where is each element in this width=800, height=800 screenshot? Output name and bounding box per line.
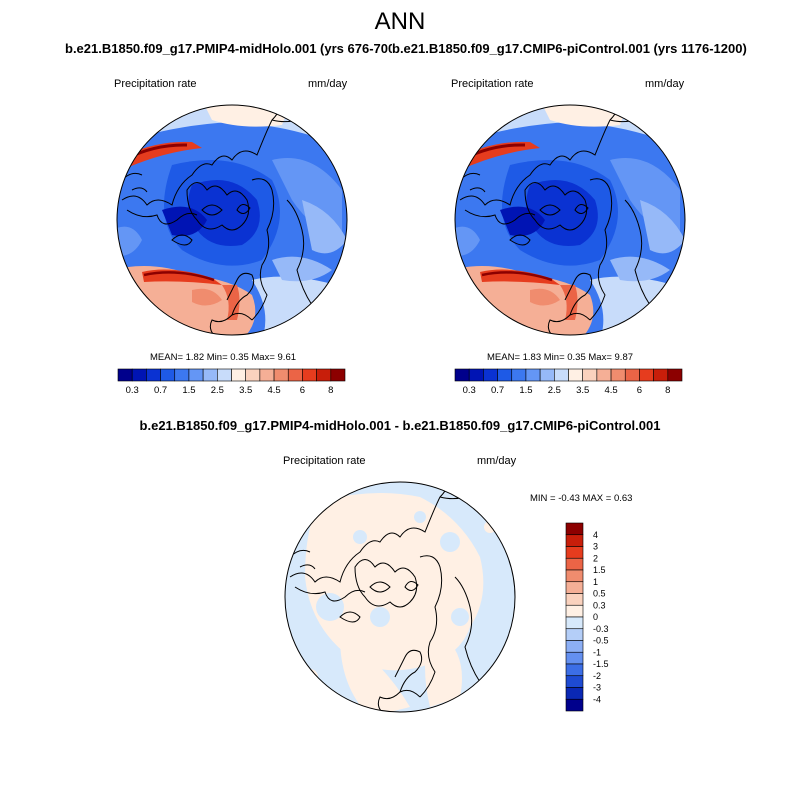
panel-2-left-label: Precipitation rate xyxy=(451,78,534,90)
colorbar-box xyxy=(639,368,654,382)
colorbar-label: 2 xyxy=(593,553,598,563)
colorbar-box xyxy=(565,675,584,688)
colorbar-box xyxy=(245,368,261,382)
colorbar-label: 6 xyxy=(300,385,305,396)
colorbar-panel-2: 0.3 0.7 1.5 2.5 3.5 4.5 6 8 xyxy=(454,368,683,396)
panel-1-stats: MEAN= 1.82 Min= 0.35 Max= 9.61 xyxy=(150,352,297,363)
colorbar-label: -4 xyxy=(593,694,601,704)
colorbar-box xyxy=(468,368,484,382)
colorbar-label: 6 xyxy=(637,385,642,396)
colorbar-box xyxy=(117,368,133,382)
colorbar-label: 3 xyxy=(593,542,598,552)
colorbar-box xyxy=(565,546,584,559)
colorbar-box xyxy=(565,628,584,641)
colorbar-label: 8 xyxy=(665,385,670,396)
colorbar-box xyxy=(454,368,470,382)
colorbar-label: -0.5 xyxy=(593,636,609,646)
colorbar-box xyxy=(525,368,541,382)
colorbar-label: 1.5 xyxy=(182,385,195,396)
colorbar-box xyxy=(287,368,303,382)
colorbar-panel-1: 0.3 0.7 1.5 2.5 3.5 4.5 6 8 xyxy=(117,368,346,396)
colorbar-box xyxy=(565,593,584,606)
colorbar-label: -3 xyxy=(593,683,601,693)
colorbar-box xyxy=(174,368,190,382)
panel-3-stats: MIN = -0.43 MAX = 0.63 xyxy=(530,493,633,504)
colorbar-box xyxy=(554,368,569,382)
colorbar-box xyxy=(131,368,147,382)
colorbar-box xyxy=(188,368,204,382)
colorbar-label: 0.3 xyxy=(463,385,476,396)
colorbar-label: 0 xyxy=(593,612,598,622)
colorbar-box xyxy=(316,368,332,382)
colorbar-label: 0.7 xyxy=(154,385,167,396)
colorbar-box xyxy=(610,368,626,382)
colorbar-box xyxy=(302,368,317,382)
panel-3-left-label: Precipitation rate xyxy=(283,455,366,467)
colorbar-label: -2 xyxy=(593,671,601,681)
main-title: ANN xyxy=(374,8,426,35)
colorbar-label: 2.5 xyxy=(211,385,224,396)
colorbar-box xyxy=(568,368,583,382)
colorbar-box xyxy=(667,368,683,382)
colorbar-box xyxy=(596,368,612,382)
panel-1-title: b.e21.B1850.f09_g17.PMIP4-midHolo.001 (y… xyxy=(65,41,400,56)
colorbar-box xyxy=(273,368,289,382)
colorbar-difference: 4 32 1.5 1 0.50.3 0 -0.3 -0.5-1 -1.5 -2 -3-4 xyxy=(565,522,609,712)
map-panel-3 xyxy=(284,481,516,713)
colorbar-box xyxy=(202,368,218,382)
colorbar-label: 0.7 xyxy=(491,385,504,396)
colorbar-label: 4 xyxy=(593,530,598,540)
panel-2-right-label: mm/day xyxy=(645,78,685,90)
colorbar-box xyxy=(217,368,232,382)
map-panel-1 xyxy=(116,104,348,336)
colorbar-label: -0.3 xyxy=(593,624,609,634)
colorbar-label: -1 xyxy=(593,647,601,657)
colorbar-label: 4.5 xyxy=(604,385,617,396)
colorbar-box xyxy=(653,368,669,382)
colorbar-label: 8 xyxy=(328,385,333,396)
colorbar-box xyxy=(565,522,584,536)
colorbar-label: -1.5 xyxy=(593,659,609,669)
colorbar-box xyxy=(330,368,346,382)
colorbar-box xyxy=(565,663,584,677)
colorbar-label: 0.3 xyxy=(593,600,606,610)
colorbar-box xyxy=(539,368,555,382)
colorbar-box xyxy=(582,368,598,382)
colorbar-box xyxy=(146,368,161,382)
panel-2-title: b.e21.B1850.f09_g17.CMIP6-piControl.001 … xyxy=(392,41,747,56)
colorbar-box xyxy=(483,368,498,382)
colorbar-box xyxy=(565,687,584,700)
colorbar-box xyxy=(160,368,176,382)
colorbar-box xyxy=(565,698,584,712)
panel-3-right-label: mm/day xyxy=(477,455,517,467)
colorbar-label: 2.5 xyxy=(548,385,561,396)
colorbar-box xyxy=(231,368,246,382)
colorbar-label: 3.5 xyxy=(239,385,252,396)
colorbar-box xyxy=(565,604,584,618)
colorbar-box xyxy=(565,651,584,665)
colorbar-box xyxy=(624,368,640,382)
colorbar-box xyxy=(565,581,584,594)
colorbar-label: 1.5 xyxy=(593,565,606,575)
colorbar-box xyxy=(565,616,584,630)
colorbar-label: 1 xyxy=(593,577,598,587)
colorbar-box xyxy=(565,569,584,583)
colorbar-label: 1.5 xyxy=(519,385,532,396)
colorbar-label: 0.5 xyxy=(593,589,606,599)
colorbar-box xyxy=(259,368,275,382)
colorbar-label: 0.3 xyxy=(126,385,139,396)
colorbar-box xyxy=(511,368,527,382)
panel-2-stats: MEAN= 1.83 Min= 0.35 Max= 9.87 xyxy=(487,352,634,363)
map-panel-2 xyxy=(454,104,686,336)
colorbar-box xyxy=(497,368,513,382)
panel-1-right-label: mm/day xyxy=(308,78,348,90)
colorbar-box xyxy=(565,640,584,653)
colorbar-label: 4.5 xyxy=(267,385,280,396)
colorbar-box xyxy=(565,534,584,547)
panel-1-left-label: Precipitation rate xyxy=(114,78,197,90)
panel-3-title: b.e21.B1850.f09_g17.PMIP4-midHolo.001 - … xyxy=(139,418,661,433)
colorbar-box xyxy=(565,557,584,571)
colorbar-label: 3.5 xyxy=(576,385,589,396)
